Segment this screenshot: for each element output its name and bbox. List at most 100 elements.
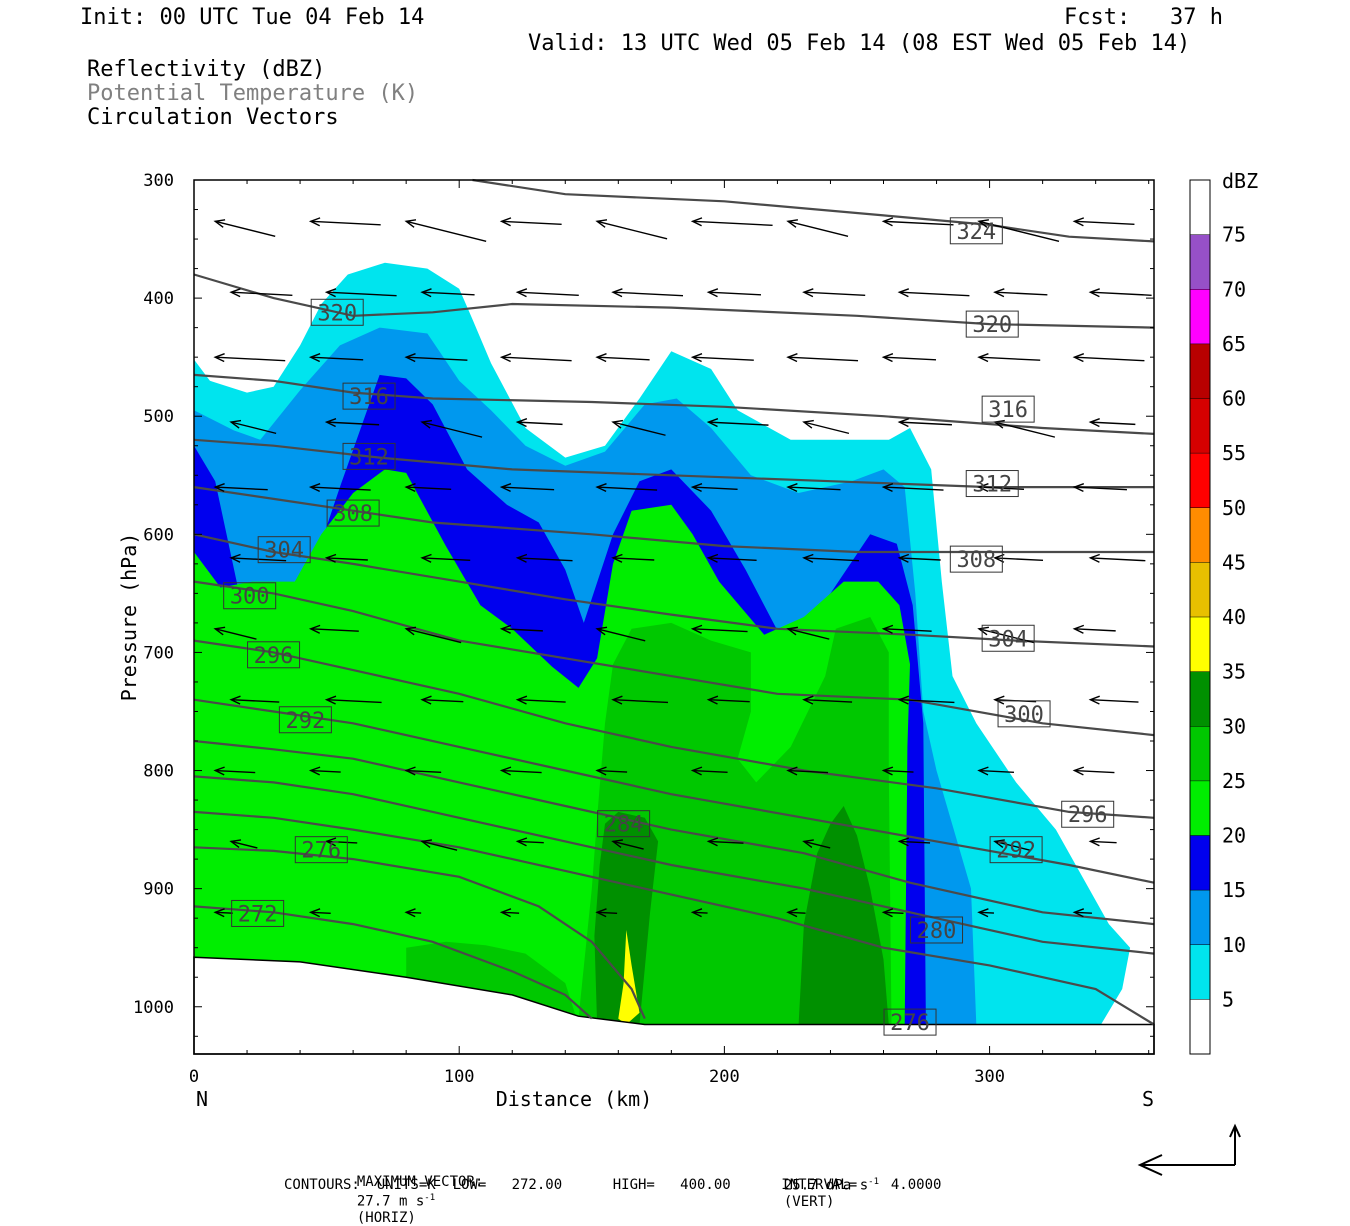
contour-label: 300 (230, 585, 270, 610)
circulation-vector-arrowhead (690, 908, 703, 918)
contour-label: 316 (988, 398, 1028, 423)
circulation-vector-arrowhead (993, 288, 1005, 298)
field-circulation-vectors: Circulation Vectors (87, 105, 339, 130)
circulation-vector-arrowhead (515, 418, 528, 428)
circulation-vector-arrowhead (308, 766, 321, 776)
circulation-vector (230, 840, 258, 849)
circulation-vector-arrowhead (1088, 418, 1100, 428)
circulation-vector-arrowhead (977, 353, 989, 363)
colorbar-tick-label: 70 (1222, 277, 1246, 301)
circulation-vector-arrowhead (213, 766, 225, 776)
circulation-vector (326, 291, 397, 297)
circulation-vector (1090, 557, 1146, 562)
circulation-vector (708, 557, 757, 562)
circulation-vector (215, 769, 256, 774)
circulation-vector (692, 911, 708, 914)
colorbar-tick-label: 30 (1222, 714, 1246, 738)
reference-horiz-arrowhead (1137, 1154, 1163, 1176)
circulation-vector-arrowhead (706, 553, 719, 563)
theta-contour-324 (472, 178, 1155, 243)
circulation-vector (421, 840, 458, 851)
circulation-vector-arrowhead (420, 288, 432, 298)
x-tick-label: 0 (189, 1067, 199, 1087)
circulation-vector-arrowhead (213, 483, 225, 493)
init-time: Init: 00 UTC Tue 04 Feb 14 (80, 5, 425, 30)
circulation-vector-arrowhead (611, 695, 623, 705)
contour-label-box (910, 916, 964, 944)
contour-label-box (883, 1008, 937, 1036)
theta-contour-280 (193, 810, 1155, 1026)
circulation-vector-arrowhead (706, 288, 719, 298)
colorbar-tick-label: 20 (1222, 824, 1246, 848)
circulation-vector-arrowhead (706, 418, 719, 428)
circulation-vector-arrowhead (595, 626, 608, 636)
contour-labels: 324 320 320 316 316 312 312 308 308 304 304 300 300 2… (223, 217, 1115, 1036)
theta-contour-300 (193, 580, 1155, 737)
circulation-vector (406, 486, 452, 491)
circulation-vector (803, 557, 859, 562)
circulation-vector-arrowhead (213, 626, 226, 636)
contour-label-box (294, 836, 348, 864)
colorbar-swatch (1190, 180, 1210, 235)
plot-axes: 300 400 500 600 700 800 900 1000 0 100 200 300 Dista… (117, 171, 1155, 1111)
circulation-vector-arrowhead (404, 483, 416, 493)
reflectivity-region-35dbz-8 (618, 930, 640, 1025)
reference-vector-icon (1137, 1123, 1241, 1176)
colorbar-swatch (1190, 780, 1210, 836)
circulation-vector-arrowhead (229, 839, 242, 848)
circulation-vector (612, 840, 644, 850)
contour-label: 296 (254, 644, 294, 669)
contour-label: 316 (349, 385, 389, 410)
contour-label-box (597, 810, 651, 838)
circulation-vector-arrowhead (420, 553, 432, 563)
circulation-vector-arrowhead (404, 908, 416, 918)
colorbar-swatch (1190, 835, 1210, 891)
circulation-vector (978, 628, 1035, 644)
circulation-vector-arrowhead (499, 908, 512, 918)
circulation-vector (597, 769, 628, 773)
circulation-vector-arrowhead (324, 418, 337, 428)
colorbar-swatch (1190, 671, 1210, 727)
circulation-vector (501, 911, 520, 914)
circulation-vector-arrowhead (515, 695, 528, 705)
x-tick-label: 200 (709, 1067, 740, 1087)
contour-label-box (257, 536, 311, 564)
contours-info: CONTOURS: UNITS=K LOW= 272.00 HIGH= 400.… (284, 1177, 942, 1193)
circulation-vector-arrowhead (786, 908, 798, 918)
circulation-vector-arrowhead (786, 766, 798, 776)
circulation-vector-arrowhead (881, 908, 894, 918)
contour-label: 312 (349, 445, 389, 470)
colorbar-tick-label: 55 (1222, 441, 1246, 465)
theta-contour-284 (193, 775, 1155, 955)
contour-label-box (342, 382, 396, 410)
circulation-vector-arrowhead (977, 908, 989, 918)
colorbar-tick-label: 65 (1222, 332, 1246, 356)
theta-contour-308 (193, 486, 1154, 554)
circulation-vector (231, 698, 280, 703)
circulation-vector (517, 557, 573, 562)
circulation-vector (708, 421, 769, 426)
x-tick-label: 100 (444, 1067, 475, 1087)
max-vector-horiz-exponent: -1 (424, 1193, 436, 1203)
colorbar-swatch (1190, 234, 1210, 290)
circulation-vector-arrowhead (1088, 695, 1100, 705)
circulation-vector (310, 769, 341, 773)
circulation-vector (978, 911, 995, 914)
circulation-vector (978, 769, 1015, 773)
circulation-vector-arrowhead (229, 288, 241, 298)
y-axis-title: Pressure (hPa) (117, 533, 141, 702)
circulation-vector (994, 421, 1056, 438)
circulation-vector (787, 628, 830, 640)
contour-label: 308 (333, 502, 373, 527)
circulation-vector (978, 356, 1041, 361)
circulation-vector-arrowhead (595, 766, 607, 776)
colorbar-swatch (1190, 343, 1210, 399)
y-tick-label: 300 (143, 171, 174, 191)
circulation-vector (406, 769, 442, 773)
circulation-vector (883, 911, 904, 914)
circulation-vector (803, 291, 866, 296)
theta-contour-292 (193, 698, 1155, 884)
circulation-vector (1074, 769, 1115, 774)
valid-time: Valid: 13 UTC Wed 05 Feb 14 (08 EST Wed … (528, 31, 1191, 56)
